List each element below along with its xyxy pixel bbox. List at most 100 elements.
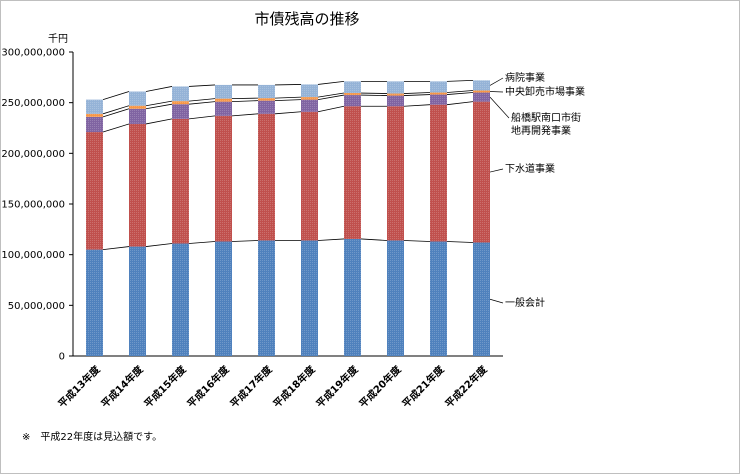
bar-segment-texture: [172, 243, 189, 356]
series-connector-line: [188, 115, 216, 120]
y-tick-label: 0: [59, 352, 65, 363]
series-connector-line: [145, 100, 173, 107]
bar-segment-texture: [129, 246, 146, 356]
series-label: 船橋駅南口市街: [511, 111, 581, 124]
series-connector-line: [102, 91, 130, 101]
bar-segment-texture: [172, 101, 189, 105]
series-connector-line: [403, 240, 431, 242]
series-connector-line: [231, 113, 259, 117]
series-connector-line: [446, 241, 474, 243]
bar-segment-texture: [215, 101, 232, 116]
series-connector-line: [274, 99, 302, 102]
series-connector-line: [274, 84, 302, 86]
series-connector-line: [274, 96, 302, 99]
series-connector-line: [145, 86, 173, 92]
series-connector-line: [446, 101, 474, 106]
series-connector-line: [231, 97, 259, 100]
footnote: ※ 平成22年度は見込額です。: [22, 432, 163, 443]
x-tick-label: 平成16年度: [184, 362, 232, 410]
bar-segment-texture: [473, 101, 490, 243]
bar-segment-texture: [344, 81, 361, 94]
bar-segment-texture: [387, 240, 404, 356]
bar-segment-texture: [344, 95, 361, 107]
bar-segment-texture: [301, 97, 318, 100]
series-connector-line: [102, 123, 130, 133]
bar-segment-texture: [387, 81, 404, 94]
y-tick-label: 150,000,000: [1, 200, 65, 211]
bar-segment-texture: [301, 99, 318, 112]
bar-segment-texture: [258, 240, 275, 356]
series-connector-line: [145, 118, 173, 125]
x-tick-label: 平成22年度: [442, 362, 490, 410]
bar-segment-texture: [86, 113, 103, 117]
series-connector-line: [188, 101, 216, 105]
bar-segment-texture: [129, 108, 146, 124]
bar-segment-texture: [129, 105, 146, 109]
series-label: 下水道事業: [505, 162, 555, 175]
series-connector-line: [188, 98, 216, 102]
series-connector-line: [145, 103, 173, 110]
series-connector-line: [446, 90, 474, 93]
bar-segment-texture: [473, 80, 490, 91]
bar-segment-texture: [430, 92, 447, 95]
bar-segment-texture: [86, 99, 103, 114]
bar-segment-texture: [172, 104, 189, 119]
bar-segment-texture: [473, 242, 490, 356]
bars: [86, 80, 490, 356]
series-connector-line: [102, 246, 130, 250]
bar-segment-texture: [215, 98, 232, 102]
series-connector-lines: [102, 79, 474, 250]
bar-segment-texture: [344, 238, 361, 356]
series-connector-line: [317, 80, 345, 85]
bar-segment-texture: [301, 84, 318, 98]
series-connector-line: [403, 104, 431, 107]
bar-segment-texture: [430, 241, 447, 356]
series-label: 一般会計: [505, 296, 545, 309]
bar-segment-texture: [258, 113, 275, 241]
x-tick-label: 平成14年度: [98, 362, 146, 410]
bar-segment-texture: [430, 81, 447, 93]
series-connector-line: [403, 92, 431, 94]
series-connector-line: [274, 111, 302, 115]
x-tick-label: 平成13年度: [55, 362, 103, 410]
x-tick-label: 平成17年度: [227, 362, 275, 410]
series-connector-line: [231, 240, 259, 242]
chart-title: 市債残高の推移: [254, 10, 359, 28]
bar-segment-texture: [430, 94, 447, 105]
bar-segment-texture: [258, 100, 275, 114]
y-tick-label: 200,000,000: [1, 149, 65, 160]
series-label-leader-line: [489, 77, 504, 86]
y-tick-labels: 0 50,000,000 100,000,000 150,000,000 200,000…: [1, 48, 65, 363]
x-tick-label: 平成20年度: [356, 362, 404, 410]
series-label-leader-line: [489, 298, 504, 304]
series-connector-line: [317, 105, 345, 113]
series-connector-line: [360, 92, 388, 94]
bar-segment-texture: [172, 118, 189, 244]
bar-segment-texture: [258, 98, 275, 101]
series-label-leader-line: [489, 96, 510, 119]
bar-segment-texture: [473, 92, 490, 102]
bar-segment-texture: [387, 93, 404, 96]
series-connector-line: [102, 105, 130, 115]
bar-segment-texture: [215, 241, 232, 356]
series-connector-line: [360, 94, 388, 96]
bar-segment-texture: [215, 115, 232, 242]
bar-segment-texture: [430, 104, 447, 242]
bar-segment-texture: [129, 91, 146, 106]
y-axis-unit-label: 千円: [48, 33, 68, 45]
series-connector-line: [102, 108, 130, 118]
series-connector-line: [317, 92, 345, 98]
bar-segment-texture: [301, 240, 318, 356]
y-tick-label: 300,000,000: [1, 48, 65, 59]
x-tick-label: 平成18年度: [270, 362, 318, 410]
x-tick-label: 平成19年度: [313, 362, 361, 410]
x-tick-label: 平成21年度: [399, 362, 447, 410]
series-connector-line: [231, 100, 259, 103]
series-label: 病院事業: [505, 71, 545, 84]
bar-segment-texture: [215, 84, 232, 99]
y-tick-label: 50,000,000: [8, 301, 65, 312]
series-connector-line: [188, 84, 216, 87]
series-connector-line: [446, 92, 474, 95]
